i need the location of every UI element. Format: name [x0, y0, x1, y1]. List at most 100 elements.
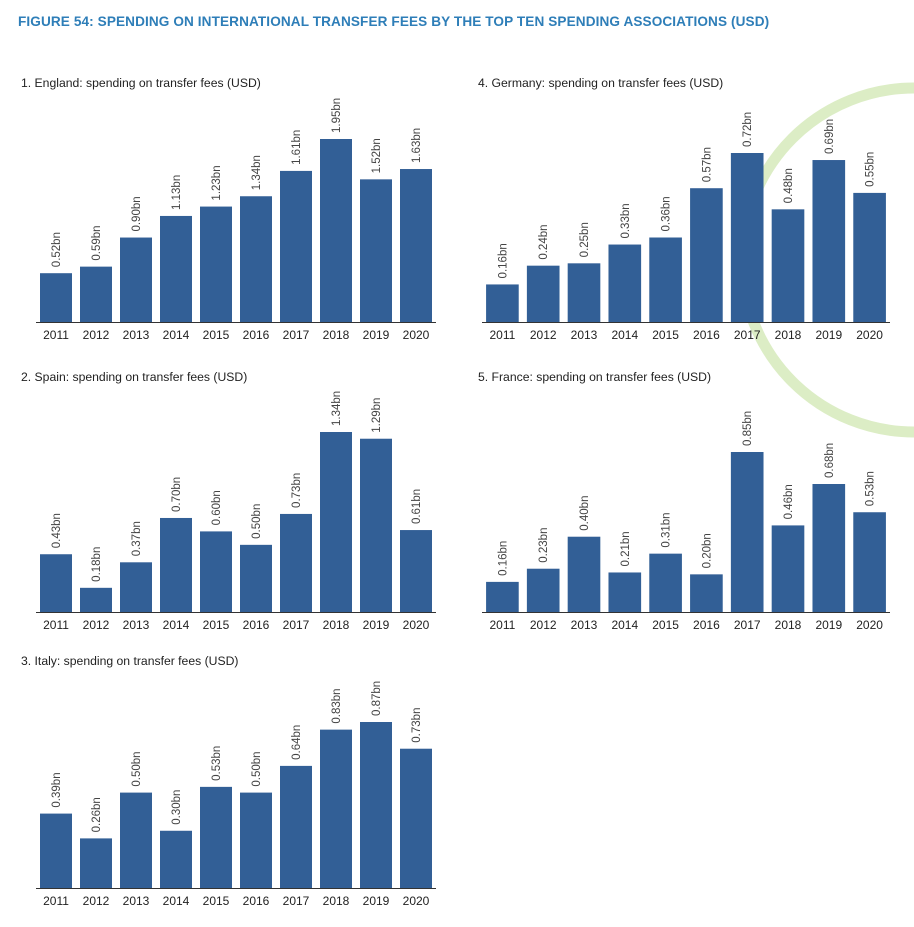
chart-title-italy: 3. Italy: spending on transfer fees (USD…	[21, 654, 239, 668]
bar-2015	[200, 786, 232, 888]
bar-2014	[608, 572, 642, 612]
x-tick-label: 2016	[243, 618, 270, 632]
x-tick-label: 2016	[693, 328, 720, 342]
bar-2014	[160, 517, 192, 612]
bar-2016	[690, 188, 723, 322]
bar-value-label: 1.29bn	[371, 398, 383, 433]
bar-value-label: 0.16bn	[497, 541, 509, 576]
bar-value-label: 0.30bn	[171, 790, 183, 825]
bar-2016	[690, 574, 723, 612]
chart-title-germany: 4. Germany: spending on transfer fees (U…	[478, 76, 724, 90]
x-tick-label: 2012	[530, 328, 557, 342]
x-tick-label: 2016	[243, 328, 270, 342]
bar-2014	[160, 830, 192, 888]
bar-value-label: 0.50bn	[251, 504, 263, 539]
bar-2012	[526, 568, 560, 612]
bar-value-label: 0.85bn	[742, 411, 754, 446]
bar-value-label: 0.73bn	[411, 708, 423, 743]
bar-value-label: 1.52bn	[371, 138, 383, 173]
bar-2016	[240, 792, 272, 888]
bar-2019	[360, 438, 392, 612]
bar-2018	[771, 525, 805, 612]
bar-2013	[120, 562, 152, 612]
x-tick-label: 2020	[856, 618, 883, 632]
bar-2018	[320, 139, 352, 322]
bar-value-label: 0.68bn	[824, 443, 836, 478]
bar-2020	[400, 169, 432, 322]
chart-title-england: 1. England: spending on transfer fees (U…	[21, 76, 261, 90]
bar-value-label: 0.64bn	[291, 725, 303, 760]
x-tick-label: 2011	[489, 618, 515, 632]
bar-2017	[730, 452, 764, 612]
bar-2012	[80, 838, 112, 888]
bar-2017	[280, 170, 312, 322]
bar-2020	[853, 512, 886, 612]
bar-value-label: 0.37bn	[131, 521, 143, 556]
chart-panel-spain: 2. Spain: spending on transfer fees (USD…	[21, 370, 441, 636]
bar-value-label: 1.13bn	[171, 175, 183, 210]
x-tick-label: 2012	[83, 328, 110, 342]
chart-spain-svg: 0.43bn 2011 0.18bn 2012 0.37bn 2013 0.70bn 2014…	[36, 391, 436, 632]
bar-2015	[200, 206, 232, 322]
bar-value-label: 0.52bn	[51, 232, 63, 267]
x-tick-label: 2019	[815, 328, 842, 342]
x-tick-label: 2011	[43, 894, 69, 908]
chart-title-france: 5. France: spending on transfer fees (US…	[478, 370, 712, 384]
bar-2015	[200, 531, 232, 612]
x-tick-label: 2019	[363, 618, 390, 632]
bar-2011	[40, 813, 72, 888]
bar-value-label: 0.55bn	[865, 152, 877, 187]
chart-panel-england: 1. England: spending on transfer fees (U…	[21, 76, 441, 346]
bar-value-label: 0.50bn	[131, 751, 143, 786]
chart-panel-france: 5. France: spending on transfer fees (US…	[478, 370, 898, 636]
x-tick-label: 2015	[203, 328, 230, 342]
chart-italy-svg: 0.39bn 2011 0.26bn 2012 0.50bn 2013 0.30bn 2014…	[36, 681, 436, 908]
bar-2016	[240, 544, 272, 612]
bar-value-label: 0.59bn	[91, 225, 103, 260]
bar-value-label: 0.23bn	[538, 528, 550, 563]
x-tick-label: 2019	[363, 328, 390, 342]
x-tick-label: 2017	[283, 618, 310, 632]
x-tick-label: 2020	[856, 328, 883, 342]
bar-2014	[608, 244, 642, 322]
bar-value-label: 0.60bn	[211, 490, 223, 525]
bar-value-label: 0.21bn	[620, 531, 632, 566]
x-tick-label: 2012	[83, 618, 110, 632]
bar-2015	[649, 553, 682, 612]
bar-2011	[486, 581, 519, 612]
x-tick-label: 2014	[611, 328, 638, 342]
x-tick-label: 2017	[734, 328, 761, 342]
bar-2019	[360, 722, 392, 888]
x-tick-label: 2018	[775, 618, 802, 632]
bar-value-label: 0.18bn	[91, 547, 103, 582]
x-tick-label: 2015	[652, 328, 679, 342]
bar-2012	[526, 265, 560, 322]
bar-2019	[812, 160, 846, 322]
bar-2020	[400, 530, 432, 612]
x-tick-label: 2013	[571, 328, 598, 342]
x-tick-label: 2014	[163, 618, 190, 632]
bar-2014	[160, 215, 192, 322]
bar-2017	[280, 513, 312, 612]
bar-2020	[400, 748, 432, 888]
x-tick-label: 2013	[123, 328, 150, 342]
bar-value-label: 0.36bn	[661, 196, 673, 231]
x-tick-label: 2019	[363, 894, 390, 908]
x-tick-label: 2014	[611, 618, 638, 632]
bar-value-label: 1.63bn	[411, 128, 423, 163]
bar-value-label: 1.34bn	[331, 391, 343, 426]
bar-value-label: 0.43bn	[51, 513, 63, 548]
x-tick-label: 2019	[815, 618, 842, 632]
chart-title-spain: 2. Spain: spending on transfer fees (USD…	[21, 370, 248, 384]
bar-value-label: 0.40bn	[579, 496, 591, 531]
bar-2019	[812, 484, 846, 612]
x-tick-label: 2015	[203, 618, 230, 632]
bar-2015	[649, 237, 682, 322]
bar-2013	[120, 792, 152, 888]
bar-value-label: 1.61bn	[291, 130, 303, 165]
x-tick-label: 2018	[323, 894, 350, 908]
bar-value-label: 0.72bn	[742, 112, 754, 147]
x-tick-label: 2015	[652, 618, 679, 632]
bar-2011	[40, 273, 72, 322]
bar-2019	[360, 179, 392, 322]
